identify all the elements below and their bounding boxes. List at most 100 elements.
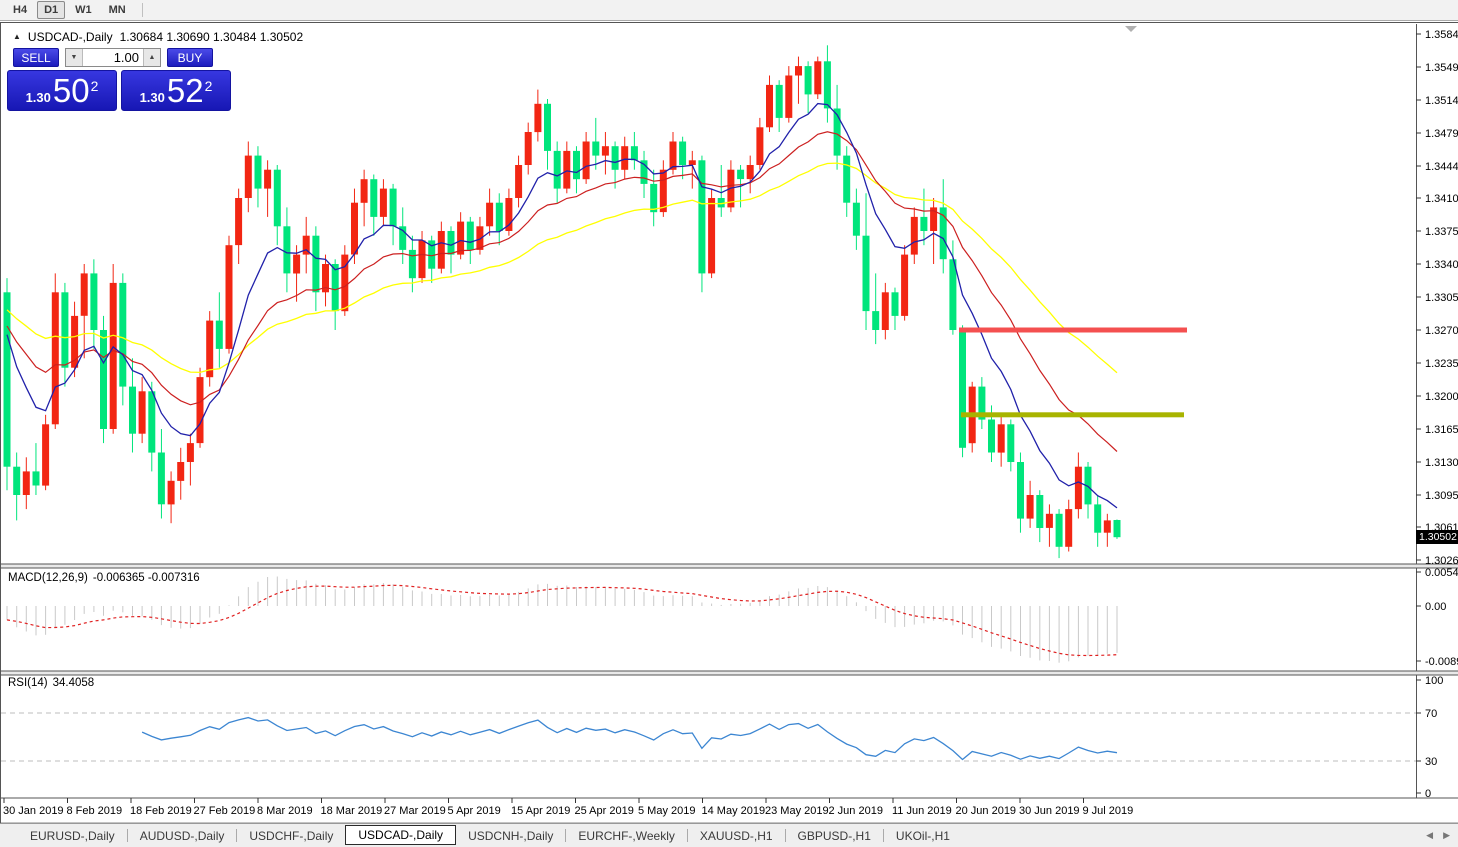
- date-axis-label: 14 May 2019: [702, 805, 766, 817]
- price-axis-label: 1.35140: [1425, 95, 1458, 107]
- chart-tab-audusd[interactable]: AUDUSD-,Daily: [139, 828, 225, 843]
- price-axis-label: 1.32000: [1425, 391, 1458, 403]
- date-axis-label: 11 Jun 2019: [892, 805, 952, 817]
- price-axis-label: 1.34790: [1425, 128, 1458, 140]
- price-axis-label: 1.32350: [1425, 358, 1458, 370]
- rsi-axis-label: 30: [1425, 756, 1437, 768]
- volume-stepper: ▼ ▲: [65, 48, 161, 67]
- chart-symbol-period: USDCAD-,Daily: [27, 30, 113, 44]
- tab-scroll-right-icon[interactable]: ▶: [1443, 830, 1450, 840]
- timeframe-button-d1[interactable]: D1: [37, 1, 66, 19]
- macd-axis-label: 0.00: [1425, 601, 1446, 613]
- price-axis-label: 1.32700: [1425, 325, 1458, 337]
- date-axis-label: 5 May 2019: [638, 805, 695, 817]
- price-axis-label: 1.33050: [1425, 292, 1458, 304]
- chart-tab-ukoil[interactable]: UKOil-,H1: [895, 828, 950, 843]
- buy-price-button[interactable]: 1.30 52 2: [121, 70, 231, 111]
- timeframe-button-h4[interactable]: H4: [6, 1, 34, 19]
- volume-decrease-button[interactable]: ▼: [66, 49, 83, 66]
- price-axis-label: 1.31300: [1425, 457, 1458, 469]
- rsi-axis[interactable]: 100 70 30 0: [1416, 675, 1443, 800]
- date-axis-label: 2 Jun 2019: [829, 805, 883, 817]
- tab-separator: [126, 829, 128, 842]
- date-axis-label: 9 Jul 2019: [1083, 805, 1134, 817]
- tab-separator: [882, 829, 884, 842]
- current-price-tag: 1.30502: [1416, 530, 1458, 544]
- date-axis-label: 30 Jun 2019: [1019, 805, 1080, 817]
- price-axis-label: 1.33750: [1425, 226, 1458, 238]
- macd-values: -0.006365 -0.007316: [92, 572, 200, 584]
- chart-tab-eurchf[interactable]: EURCHF-,Weekly: [578, 828, 675, 843]
- date-axis-label: 30 Jan 2019: [3, 805, 64, 817]
- tab-separator: [236, 829, 238, 842]
- date-axis-label: 27 Mar 2019: [384, 805, 446, 817]
- sell-button[interactable]: SELL: [13, 48, 59, 67]
- chart-tab-usdcnh[interactable]: USDCNH-,Daily: [468, 828, 554, 843]
- date-axis-label: 20 Jun 2019: [956, 805, 1017, 817]
- moving-averages: [6, 102, 1118, 509]
- candlestick-series: [3, 45, 1121, 559]
- date-axis-label: 5 Apr 2019: [448, 805, 501, 817]
- resistance-line-red[interactable]: [959, 327, 1187, 333]
- chart-tab-gbpusd[interactable]: GBPUSD-,H1: [797, 828, 871, 843]
- macd-axis-label: -0.00897: [1425, 656, 1458, 668]
- tab-scroll-buttons: ◀ ▶: [1426, 830, 1450, 841]
- chart-title: ▲ USDCAD-,Daily 1.30684 1.30690 1.30484 …: [13, 30, 303, 44]
- chart-ohlc-values: 1.30684 1.30690 1.30484 1.30502: [119, 30, 304, 44]
- price-axis-label: 1.30950: [1425, 490, 1458, 502]
- price-axis[interactable]: 1.35840 1.35490 1.35140 1.34790 1.34440 1.341…: [1416, 29, 1458, 567]
- chart-tab-usdcad[interactable]: USDCAD-,Daily: [345, 825, 457, 845]
- buy-price-prefix: 1.30: [139, 90, 165, 105]
- rsi-line: [141, 716, 1118, 761]
- tab-scroll-left-icon[interactable]: ◀: [1426, 830, 1434, 840]
- date-axis-label: 23 May 2019: [765, 805, 829, 817]
- macd-histogram: [6, 576, 1118, 663]
- tab-separator: [686, 829, 688, 842]
- sell-price-big: 50: [52, 72, 90, 109]
- support-line-olive[interactable]: [961, 412, 1184, 418]
- chart-tab-xauusd[interactable]: XAUUSD-,H1: [699, 828, 773, 843]
- chart-canvas[interactable]: 1.35840 1.35490 1.35140 1.34790 1.34440 1.341…: [1, 23, 1458, 824]
- date-axis-label: 18 Mar 2019: [321, 805, 383, 817]
- chart-tab-usdchf[interactable]: USDCHF-,Daily: [249, 828, 334, 843]
- toolbar-separator: [141, 3, 143, 17]
- date-axis-label: 8 Mar 2019: [257, 805, 313, 817]
- chevron-down-icon: ▼: [70, 54, 78, 61]
- macd-axis[interactable]: 0.005484 0.00 -0.00897: [1416, 567, 1458, 668]
- price-axis-label: 1.34440: [1425, 161, 1458, 173]
- volume-input[interactable]: [83, 49, 143, 66]
- date-axis-label: 8 Feb 2019: [67, 805, 123, 817]
- sell-price-prefix: 1.30: [25, 90, 51, 105]
- chevron-up-icon: ▲: [148, 54, 156, 61]
- rsi-name: RSI(14): [8, 677, 48, 689]
- scroll-end-marker-icon[interactable]: [1125, 26, 1137, 32]
- macd-name: MACD(12,26,9): [8, 572, 88, 584]
- sell-price-button[interactable]: 1.30 50 2: [7, 70, 117, 111]
- collapse-icon[interactable]: ▲: [13, 32, 21, 41]
- rsi-axis-label: 70: [1425, 708, 1437, 720]
- buy-price-pip: 2: [204, 78, 213, 94]
- date-axis[interactable]: 30 Jan 2019 8 Feb 2019 18 Feb 2019 27 Feb 2…: [3, 798, 1133, 817]
- date-axis-label: 25 Apr 2019: [575, 805, 634, 817]
- tab-separator: [784, 829, 786, 842]
- price-axis-label: 1.34100: [1425, 193, 1458, 205]
- macd-indicator-label: MACD(12,26,9) -0.006365 -0.007316: [8, 572, 205, 584]
- volume-increase-button[interactable]: ▲: [143, 49, 160, 66]
- date-axis-label: 27 Feb 2019: [194, 805, 256, 817]
- chart-tab-eurusd[interactable]: EURUSD-,Daily: [30, 828, 115, 843]
- macd-axis-label: 0.005484: [1425, 567, 1458, 579]
- buy-price-big: 52: [166, 72, 204, 109]
- rsi-value: 34.4058: [52, 677, 95, 689]
- price-axis-label: 1.33400: [1425, 259, 1458, 271]
- tab-separator: [565, 829, 567, 842]
- chart-window[interactable]: 1.35840 1.35490 1.35140 1.34790 1.34440 1.341…: [0, 22, 1458, 824]
- timeframe-button-mn[interactable]: MN: [102, 1, 133, 19]
- price-axis-label: 1.35490: [1425, 62, 1458, 74]
- date-axis-label: 18 Feb 2019: [130, 805, 192, 817]
- buy-button[interactable]: BUY: [167, 48, 213, 67]
- price-axis-label: 1.31650: [1425, 424, 1458, 436]
- timeframe-button-w1[interactable]: W1: [68, 1, 99, 19]
